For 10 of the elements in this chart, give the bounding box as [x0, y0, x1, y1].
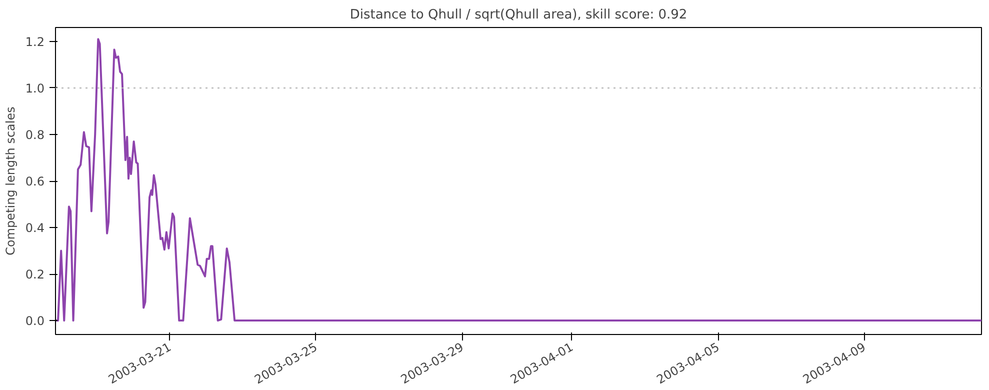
- y-tick-label: 1.0: [25, 81, 45, 96]
- y-tick-label: 0.4: [25, 221, 45, 236]
- y-tick-label: 0.2: [25, 268, 45, 282]
- y-tick-label: 0.8: [25, 128, 45, 142]
- y-tick-label: 1.2: [25, 34, 45, 49]
- y-axis-title: Competing length scales: [3, 106, 18, 256]
- line-series: [56, 38, 982, 322]
- y-tick-label: 0.0: [25, 314, 45, 328]
- chart-title: Distance to Qhull / sqrt(Qhull area), skill score: 0.92: [350, 8, 688, 22]
- y-tick-label: 0.6: [25, 174, 45, 188]
